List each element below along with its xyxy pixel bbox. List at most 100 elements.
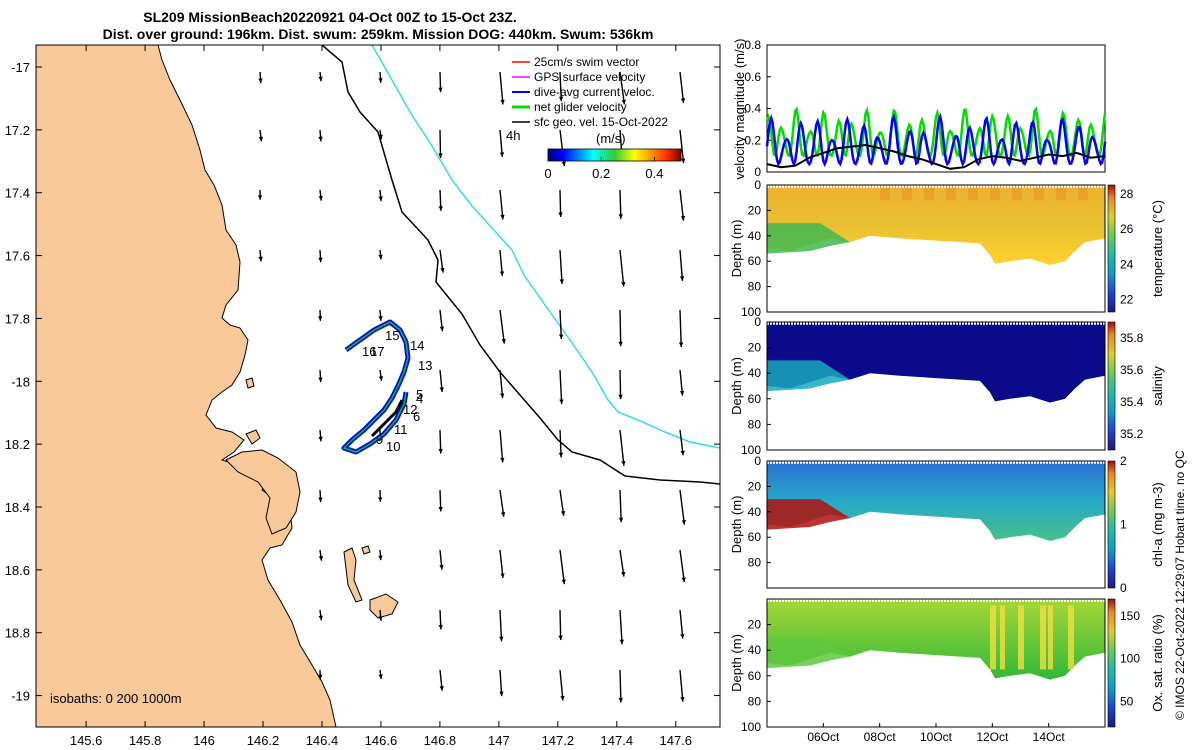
chl-a-ytick-label: 0 <box>754 454 761 468</box>
sfc-geo-arrow <box>559 71 562 102</box>
temperature-axes-frame <box>766 184 1106 313</box>
chl-a-axes-frame <box>766 460 1106 589</box>
track-label: 9 <box>376 432 383 447</box>
oxygen-panel: 20 40 60 80 100 Depth (m) 50 100 150 Ox. sat. rat… <box>729 598 1165 734</box>
sfc-geo-arrow <box>679 129 685 164</box>
legend-net-glider-label: net glider velocity <box>534 100 627 114</box>
chl-a-colorbar-tick-label: 2 <box>1120 454 1127 468</box>
velocity-panel: 0 0.2 0.4 0.6 0.8 velocity magnitude (m/s) <box>732 38 1107 180</box>
sfc-geo-arrowhead <box>500 511 506 517</box>
map-xtick-label: 145.8 <box>129 733 162 748</box>
isobath-1000m <box>371 45 720 449</box>
chl-a-panel: 0 20 40 60 80 Depth (m) 0 1 2 chl-a (mg m-3) <box>729 454 1165 595</box>
temperature-warm-streak <box>880 185 890 201</box>
sfc-geo-arrow <box>619 669 622 703</box>
section-xtick-label: 10Oct <box>920 730 953 744</box>
oxygen-streak <box>1068 605 1074 670</box>
sfc-geo-arrowhead <box>318 195 323 201</box>
isobaths-label: isobaths: 0 200 1000m <box>50 691 182 706</box>
temperature-section-fill <box>767 185 1105 266</box>
temperature-ytick-label: 0 <box>754 178 761 192</box>
sfc-geo-arrowhead <box>501 338 506 344</box>
salinity-axes-frame <box>766 321 1106 451</box>
temperature-ytick-label: 60 <box>748 254 762 268</box>
oxygen-colorbar-tick-label: 150 <box>1120 609 1140 623</box>
sfc-geo-arrow <box>559 669 564 701</box>
oxygen-streak <box>1018 605 1024 670</box>
velocity-series-dive-avg <box>765 112 1107 168</box>
sfc-geo-arrowhead <box>680 697 685 702</box>
sfc-geo-arrowhead <box>439 326 445 332</box>
chl-a-colorbar-tick-label: 0 <box>1120 581 1127 595</box>
track-label: 10 <box>386 439 400 454</box>
temperature-colorbar-tick-label: 28 <box>1120 187 1134 201</box>
sfc-geo-arrowhead <box>561 161 566 167</box>
sfc-geo-arrow <box>559 249 563 284</box>
map-legend: 25cm/s swim vector GPS surface velocity … <box>506 55 682 181</box>
sfc-geo-arrowhead <box>500 99 505 105</box>
sfc-geo-arrow <box>559 369 563 405</box>
sfc-geo-arrow <box>679 609 684 639</box>
sfc-geo-arrow <box>499 369 504 399</box>
sfc-geo-arrowhead <box>439 685 444 691</box>
island-4 <box>245 377 255 389</box>
velocity-ylabel: velocity magnitude (m/s) <box>732 39 747 180</box>
map-xtick-label: 146.2 <box>247 733 280 748</box>
sfc-geo-arrowhead <box>621 461 626 466</box>
sfc-geo-arrow <box>679 189 685 221</box>
sfc-geo-arrowhead <box>318 497 323 503</box>
velocity-yticks: 0 0.2 0.4 0.6 0.8 <box>744 38 771 179</box>
velocity-series-sfc-geo <box>766 143 1106 170</box>
oxygen-colorbar-label: Ox. sat. ratio (%) <box>1150 614 1165 712</box>
oxygen-streak <box>990 605 996 670</box>
sfc-geo-arrow <box>679 489 686 525</box>
island-2 <box>343 547 363 603</box>
salinity-colorbar-tick-label: 35.2 <box>1120 427 1144 441</box>
velocity-ytick-label: 0.4 <box>744 102 761 116</box>
map-xtick-label: 146.8 <box>424 733 457 748</box>
island-5 <box>361 545 371 555</box>
sfc-geo-arrow <box>499 549 504 579</box>
sfc-geo-arrowhead <box>680 633 685 639</box>
sfc-geo-arrow <box>559 429 562 458</box>
chl-a-section-fill <box>767 461 1105 542</box>
map-ytick-label: 18.4 <box>5 500 30 515</box>
chl-a-ylabel: Depth (m) <box>729 496 744 554</box>
sfc-geo-arrow <box>499 609 503 642</box>
colorbar-title: (m/s) <box>596 131 626 146</box>
sfc-geo-arrowhead <box>560 510 566 516</box>
map-ytick-label: 17.4 <box>5 186 30 201</box>
sfc-geo-arrowhead <box>318 377 323 383</box>
sfc-geo-arrowhead <box>559 399 564 404</box>
salinity-ytick-label: 20 <box>748 341 762 355</box>
sfc-geo-arrow <box>499 429 504 463</box>
isobath-200m <box>321 45 720 485</box>
sfc-geo-arrow <box>679 249 684 281</box>
sfc-geo-arrow <box>559 309 563 340</box>
sfc-geo-arrowhead <box>438 87 443 93</box>
temperature-warm-streak <box>1056 185 1066 201</box>
sfc-geo-arrowhead <box>439 564 444 570</box>
sfc-geo-arrowhead <box>440 267 445 273</box>
sfc-geo-arrow <box>619 429 625 466</box>
sfc-geo-arrowhead <box>438 506 443 512</box>
temperature-ytick-label: 80 <box>748 280 762 294</box>
sfc-geo-arrowhead <box>618 394 623 400</box>
sfc-geo-arrowhead <box>258 78 263 84</box>
sfc-geo-arrowhead <box>619 639 625 645</box>
sfc-geo-arrow <box>679 309 682 348</box>
oxygen-ytick-label: 100 <box>741 720 761 734</box>
oxygen-colorbar-tick-label: 50 <box>1120 694 1134 708</box>
temperature-warm-streak <box>968 185 978 201</box>
oxygen-ytick-label: 40 <box>748 643 762 657</box>
salinity-colorbar <box>1107 321 1116 451</box>
sfc-geo-arrow <box>679 71 685 104</box>
sfc-geo-arrowhead <box>499 691 504 697</box>
chl-a-ytick-label: 20 <box>748 479 762 493</box>
track-net-glider <box>342 321 409 453</box>
sfc-geo-velocity-arrows <box>257 71 686 703</box>
sfc-geo-arrow <box>559 609 562 641</box>
figure-title-line2: Dist. over ground: 196km. Dist. swum: 25… <box>103 26 654 42</box>
footer-credit: © IMOS 22-Oct-2022 12:29:07 Hobart time.… <box>1173 450 1187 720</box>
